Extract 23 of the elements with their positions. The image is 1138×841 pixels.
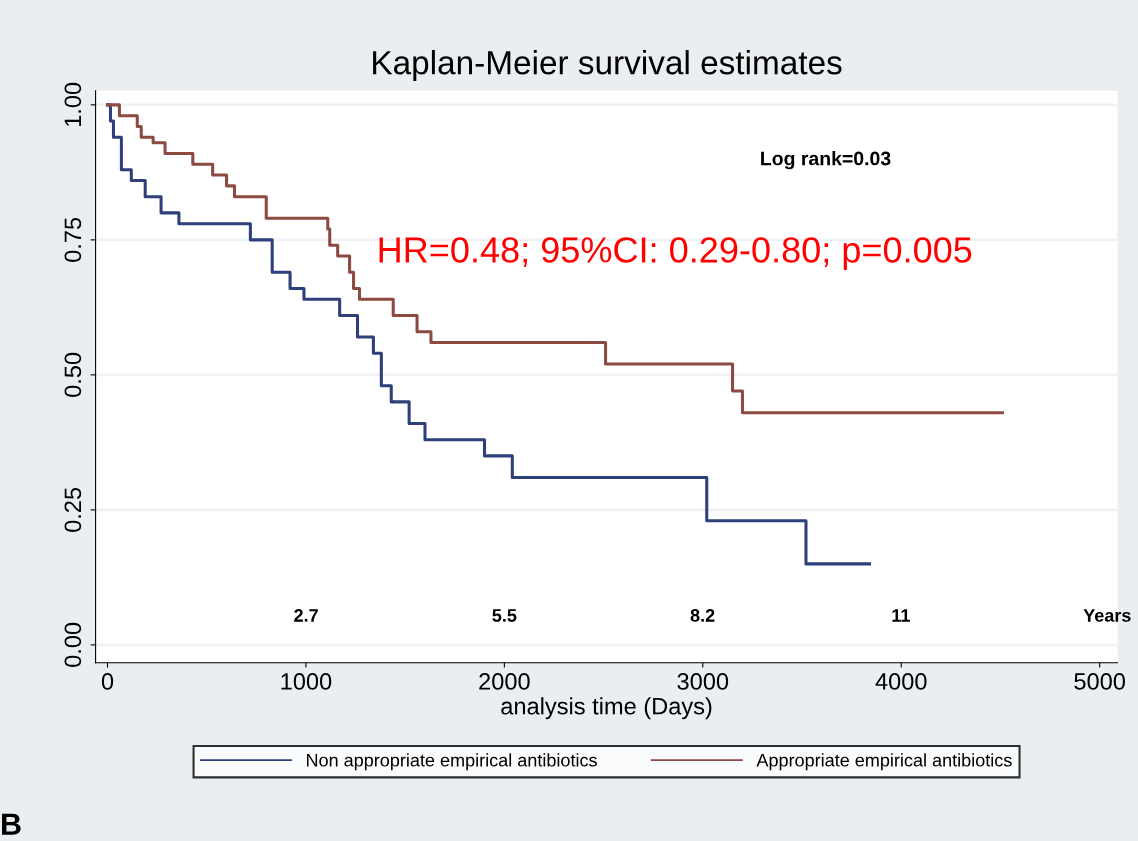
annotation: 11 xyxy=(892,609,910,622)
x-axis-title: analysis time (Days) xyxy=(501,697,712,720)
annotation: Log rank=0.03 xyxy=(761,151,891,170)
chart-title: Kaplan-Meier survival estimates xyxy=(373,50,842,82)
annotation: 2.7 xyxy=(294,609,318,622)
y-tick-label: 0.50 xyxy=(64,352,82,397)
annotation: Years xyxy=(1083,609,1131,622)
x-tick-label: 0 xyxy=(101,673,114,690)
text: B xyxy=(2,813,21,835)
y-tick-label: 1.00 xyxy=(64,82,82,127)
x-tick-label: 4000 xyxy=(875,673,927,690)
x-tick-label: 3000 xyxy=(677,673,729,690)
y-tick-label: 0.25 xyxy=(64,487,82,532)
x-tick-label: 5000 xyxy=(1074,673,1125,690)
x-tick-label: 1000 xyxy=(281,673,332,690)
y-tick-label: 0.75 xyxy=(64,217,82,262)
x-tick-label: 2000 xyxy=(479,673,530,690)
annotation: 5.5 xyxy=(492,609,517,622)
y-tick-label: 0.00 xyxy=(64,622,82,667)
legend-label: Appropriate empirical antibiotics xyxy=(756,753,1012,771)
annotation: 8.2 xyxy=(690,609,715,622)
legend-label: Non appropriate empirical antibiotics xyxy=(306,753,597,771)
annotation: HR=0.48; 95%CI: 0.29-0.80; p=0.005 xyxy=(379,237,972,270)
